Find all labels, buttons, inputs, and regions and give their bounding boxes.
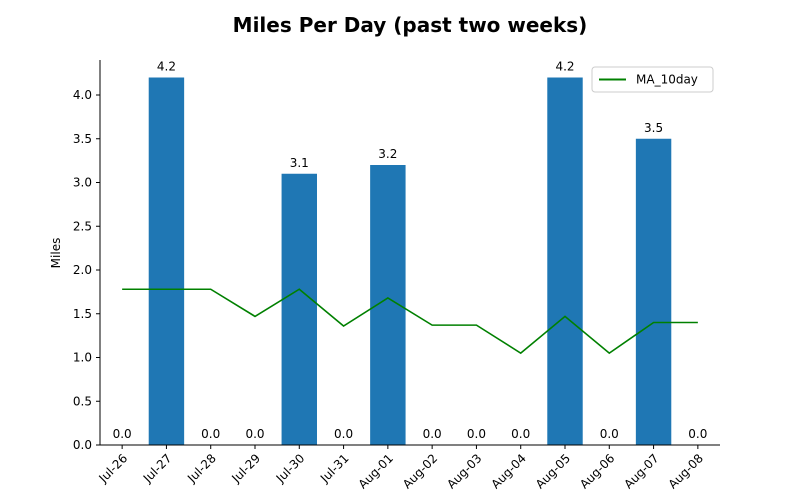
bar-value-label-Aug-07: 3.5	[644, 121, 663, 135]
x-tick-label-Aug-07: Aug-07	[621, 451, 661, 491]
x-tick-label-Jul-31: Jul-31	[317, 451, 352, 486]
x-tick-label-Aug-02: Aug-02	[400, 451, 440, 491]
bar-value-label-Aug-02: 0.0	[423, 427, 442, 441]
y-tick-label-2.0: 2.0	[73, 263, 92, 277]
y-tick-label-3.5: 3.5	[73, 132, 92, 146]
y-tick-label-0.5: 0.5	[73, 394, 92, 408]
y-tick-label-4.0: 4.0	[73, 88, 92, 102]
y-axis-label: Miles	[49, 238, 63, 269]
bar-value-label-Aug-01: 3.2	[378, 147, 397, 161]
x-tick-label-Aug-03: Aug-03	[444, 451, 484, 491]
legend: MA_10day	[591, 66, 714, 93]
bar-value-label-Jul-26: 0.0	[113, 427, 132, 441]
x-tick-label-Aug-01: Aug-01	[356, 451, 396, 491]
y-tick-label-3.0: 3.0	[73, 176, 92, 190]
y-tick-label-1.0: 1.0	[73, 351, 92, 365]
x-tick-label-Jul-27: Jul-27	[140, 451, 175, 486]
x-tick-label-Aug-08: Aug-08	[666, 451, 706, 491]
moving-average-line-layer	[122, 288, 698, 355]
bar-value-label-Jul-30: 3.1	[290, 156, 309, 170]
bars-layer	[148, 77, 672, 445]
bar-value-label-Aug-06: 0.0	[600, 427, 619, 441]
y-tick-label-1.5: 1.5	[73, 307, 92, 321]
y-tick-label-2.5: 2.5	[73, 219, 92, 233]
bar-Aug-05	[547, 77, 583, 445]
bar-value-label-Jul-28: 0.0	[201, 427, 220, 441]
legend-box	[591, 66, 714, 93]
ma-10day-line	[122, 288, 698, 355]
x-tick-label-Jul-30: Jul-30	[273, 451, 308, 486]
x-tick-label-Jul-28: Jul-28	[184, 451, 219, 486]
bar-value-label-Aug-08: 0.0	[688, 427, 707, 441]
chart-title: Miles Per Day (past two weeks)	[233, 13, 588, 37]
bar-value-label-Aug-03: 0.0	[467, 427, 486, 441]
bar-value-label-Jul-31: 0.0	[334, 427, 353, 441]
legend-label-ma-10day: MA_10day	[636, 73, 698, 87]
x-tick-label-Jul-29: Jul-29	[228, 451, 263, 486]
bar-value-label-Jul-29: 0.0	[245, 427, 264, 441]
bar-Jul-27	[148, 77, 185, 445]
bar-Jul-30	[281, 173, 317, 445]
data-labels-layer: 0.0 4.2 0.0 0.0 3.1 0.0 3.2 0.0 0.0 0.0 4.2 0.0 3.5 0…	[113, 60, 708, 442]
x-tick-label-Jul-26: Jul-26	[96, 451, 131, 486]
bar-value-label-Aug-04: 0.0	[511, 427, 530, 441]
y-tick-label-0.0: 0.0	[73, 438, 92, 452]
bar-Aug-07	[635, 138, 672, 445]
x-tick-label-Aug-04: Aug-04	[489, 451, 529, 491]
x-tick-label-Aug-06: Aug-06	[577, 451, 617, 491]
bar-value-label-Aug-05: 4.2	[555, 60, 574, 74]
bar-value-label-Jul-27: 4.2	[157, 60, 176, 74]
x-tick-label-Aug-05: Aug-05	[533, 451, 573, 491]
